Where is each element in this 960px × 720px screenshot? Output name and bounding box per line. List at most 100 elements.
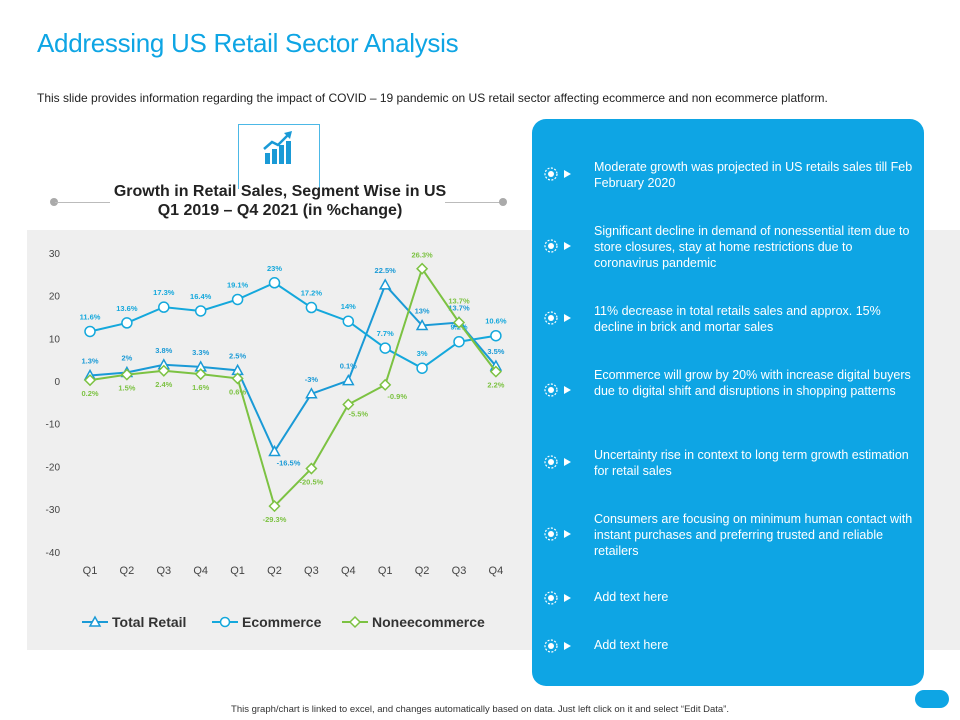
chart-title: Growth in Retail Sales, Segment Wise in … [110,182,450,220]
target-arrow-icon [544,591,574,605]
data-point [379,378,392,391]
data-point [453,335,465,348]
data-label: 3.5% [487,347,504,356]
legend-label: Total Retail [112,614,186,630]
y-tick-label: 10 [49,334,61,345]
target-arrow-icon [544,455,574,469]
chart-title-line2: Q1 2019 – Q4 2021 (in %change) [157,202,403,219]
legend-label: Noneecommerce [372,614,485,630]
data-label: 0.6% [229,387,246,396]
data-label: 19.1% [227,280,249,289]
data-point [120,368,133,381]
insight-text: Uncertainty rise in context to long term… [594,448,909,478]
series-line [89,281,497,370]
data-point [342,398,355,411]
data-label: 13.6% [116,304,138,313]
data-label: 11.6% [80,312,101,321]
insight-text: Consumers are focusing on minimum human … [594,512,913,558]
data-point [84,325,96,338]
data-point [342,374,355,386]
slide-indicator [915,690,949,708]
data-label: 2.4% [155,380,172,389]
data-point [379,342,391,354]
data-point [415,318,429,331]
data-label: 2% [121,353,132,362]
chart-title-block: Growth in Retail Sales, Segment Wise in … [50,182,510,227]
series-line [89,266,497,509]
x-tick-label: Q2 [120,565,135,577]
insight-text: Add text here [594,590,669,604]
data-label: 16.4% [190,292,212,301]
x-tick-label: Q2 [267,565,282,577]
data-point [416,262,429,275]
x-tick-label: Q2 [415,565,430,577]
growth-chart-icon [263,131,292,164]
data-label: 17.3% [153,288,175,297]
x-tick-label: Q3 [452,565,467,577]
series-line [89,283,497,454]
data-point [489,365,502,378]
target-arrow-icon [544,239,574,253]
y-tick-label: -10 [46,420,61,431]
data-point [121,317,133,329]
data-point [305,387,318,399]
data-label: 3% [417,349,428,358]
legend-item: Total Retail [82,614,186,630]
legend-item: Noneecommerce [342,614,485,630]
x-tick-label: Q1 [230,565,245,577]
data-label: 0.1% [340,362,357,371]
data-point [342,315,355,327]
y-tick-label: 0 [54,377,60,388]
chart-icon-box [238,124,320,189]
data-label: 22.5% [375,266,397,275]
insight-text: Moderate growth was projected in US reta… [594,160,913,190]
x-tick-label: Q3 [304,565,319,577]
title-right-rule [445,202,500,203]
data-label: 7.7% [377,329,394,338]
data-point [416,362,428,374]
legend-label: Ecommerce [242,614,322,630]
title-left-dot [50,198,58,206]
title-right-dot [499,198,507,206]
series-ecommerce: 11.6% 13.6% 17.3% 16.4% 19.1% 23% 17.2% 14% 7.7%… [80,264,507,374]
target-arrow-icon [544,311,574,325]
legend-marker [348,615,362,629]
title-left-rule [55,202,110,203]
data-point [268,500,281,513]
insight-text: Add text here [594,638,669,652]
data-point [157,364,170,377]
insight-text: Significant decline in demand of nonesse… [594,224,910,270]
y-tick-label: -40 [46,548,61,559]
data-label: 1.3% [81,356,98,365]
target-arrow-icon [544,639,574,653]
data-point [231,293,244,306]
data-point [268,444,281,457]
data-point [83,374,97,387]
data-point [158,301,170,313]
target-arrow-icon [544,383,574,397]
data-label: 3.8% [155,346,172,355]
legend-marker [88,615,102,627]
page-title: Addressing US Retail Sector Analysis [37,28,459,58]
y-tick-label: 20 [49,292,61,303]
y-tick-label: -30 [46,505,61,516]
data-point [490,329,502,342]
data-label: 23% [267,264,282,273]
data-label: -3% [305,375,319,384]
target-arrow-icon [544,527,574,541]
data-label: 10.6% [485,317,507,326]
insight-text: 11% decrease in total retails sales and … [594,304,881,334]
x-tick-label: Q3 [156,565,171,577]
x-tick-label: Q4 [341,565,356,577]
data-point [231,372,244,385]
x-tick-label: Q4 [193,565,208,577]
data-label: 13% [415,306,430,315]
data-point [194,368,207,381]
data-label: -0.9% [387,392,407,401]
data-point [268,277,281,289]
data-label: -20.5% [300,478,324,487]
data-label: 17.2% [301,289,323,298]
data-label: 2.2% [487,381,504,390]
footer-note: This graph/chart is linked to excel, and… [231,704,729,715]
insights-panel: Moderate growth was projected in US reta… [532,119,924,686]
